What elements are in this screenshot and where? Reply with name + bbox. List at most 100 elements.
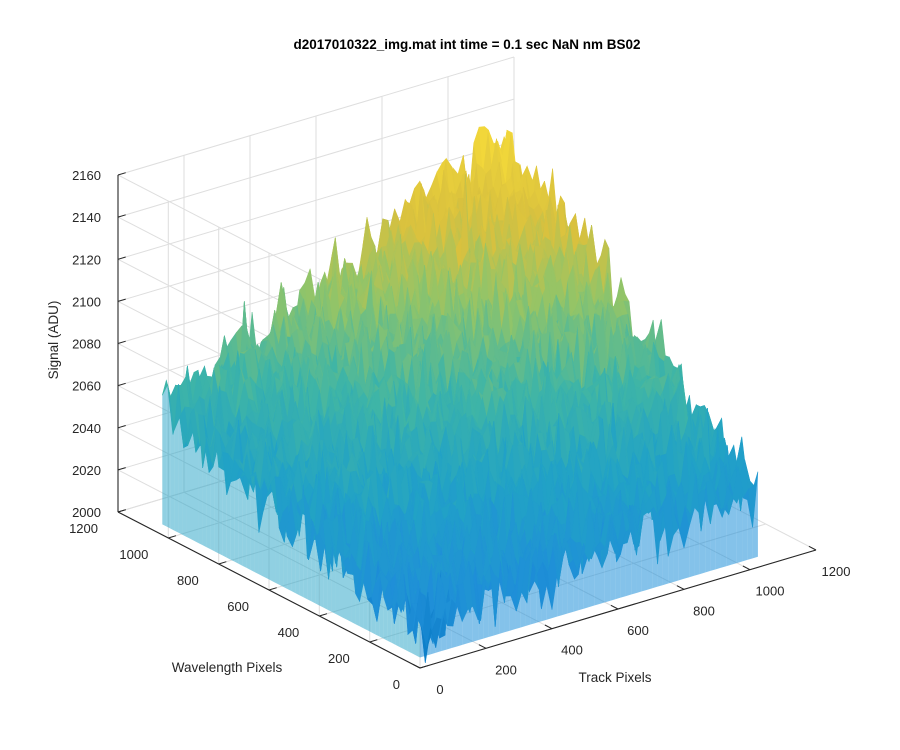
surface-skirt <box>678 527 684 581</box>
z-tick-mark <box>117 172 126 176</box>
surface-skirt <box>359 582 364 629</box>
surface-skirt <box>625 528 632 597</box>
z-tick-mark <box>117 298 126 302</box>
surface-skirt <box>182 428 187 537</box>
surface-skirt <box>166 380 171 529</box>
z-tick-label: 2080 <box>72 337 101 352</box>
z-tick-label: 2040 <box>72 421 101 436</box>
z-tick-mark <box>117 467 126 471</box>
surface-skirt <box>254 476 259 575</box>
surface-skirt <box>363 582 368 631</box>
surface-skirt <box>562 543 568 615</box>
y-tick-mark <box>168 535 177 539</box>
z-axis-label: Signal (ADU) <box>46 301 61 380</box>
surface-skirt <box>694 507 700 576</box>
surface-skirt <box>383 597 388 641</box>
surface-skirt <box>355 593 360 627</box>
surface-skirt <box>218 452 223 556</box>
x-tick-mark <box>412 663 421 669</box>
surface-skirt <box>226 481 231 560</box>
y-tick-label: 200 <box>328 651 350 666</box>
surface-skirt <box>467 606 473 644</box>
y-tick-mark <box>319 613 328 617</box>
z-tick-mark <box>117 340 126 344</box>
surface-skirt <box>499 579 505 634</box>
y-tick-mark <box>268 587 277 591</box>
z-tick-mark <box>117 256 126 260</box>
surface-skirt <box>684 526 690 579</box>
surface-skirt <box>266 483 272 581</box>
y-tick-label: 600 <box>227 599 249 614</box>
x-tick-label: 800 <box>693 603 715 618</box>
surface-skirt <box>343 562 348 621</box>
y-tick-label: 1200 <box>69 521 98 536</box>
x-tick-label: 0 <box>436 682 443 697</box>
x-tick-mark <box>742 565 751 571</box>
surface-skirt <box>162 380 167 527</box>
surface-skirt <box>222 452 227 558</box>
surface-skirt <box>720 504 727 568</box>
x-tick-label: 200 <box>495 662 517 677</box>
surface-skirt <box>652 509 658 589</box>
z-tick-mark <box>117 214 126 218</box>
x-tick-mark <box>478 644 487 649</box>
surface-patch <box>748 471 759 528</box>
surface-skirt <box>472 606 479 642</box>
surface-skirt <box>250 475 255 573</box>
z-tick-label: 2160 <box>72 168 101 183</box>
z-tick-mark <box>117 382 126 387</box>
surface-skirt <box>715 492 721 570</box>
surface-skirt <box>673 527 679 582</box>
surface-skirt <box>190 407 195 541</box>
x-axis-label: Track Pixels <box>578 670 651 685</box>
z-tick-label: 2140 <box>72 210 101 225</box>
surface-skirt <box>742 488 748 562</box>
y-tick-label: 0 <box>393 677 400 692</box>
z-tick-label: 2000 <box>72 505 101 520</box>
surface-skirt <box>387 605 392 643</box>
surface-skirt <box>588 542 595 608</box>
x-tick-mark <box>544 624 553 630</box>
y-tick-mark <box>218 561 227 565</box>
y-axis-label: Wavelength Pixels <box>172 660 283 675</box>
x-tick-label: 400 <box>561 643 583 658</box>
surface-skirt <box>752 471 758 559</box>
x-tick-mark <box>676 585 685 590</box>
z-tick-mark <box>117 509 126 513</box>
surface-skirt <box>541 585 547 622</box>
surface-skirt <box>631 528 637 595</box>
z-tick-label: 2120 <box>72 252 101 267</box>
surface-skirt <box>202 436 207 548</box>
gridline <box>117 56 515 176</box>
surface-skirt <box>747 499 753 560</box>
y-tick-mark <box>419 665 428 669</box>
z-tick-label: 2100 <box>72 294 101 309</box>
surface-plot <box>162 126 759 663</box>
surface-skirt <box>546 585 552 620</box>
surface-skirt <box>335 551 340 616</box>
z-tick-label: 2060 <box>72 379 101 394</box>
surface-skirt <box>689 507 695 578</box>
surface-skirt <box>647 509 653 590</box>
x-tick-label: 600 <box>627 623 649 638</box>
surface-skirt <box>731 494 737 565</box>
gridline <box>117 98 515 218</box>
x-tick-mark <box>808 545 817 551</box>
surface-skirt <box>483 575 489 639</box>
y-tick-label: 800 <box>177 573 199 588</box>
y-tick-label: 1000 <box>119 547 148 562</box>
surface-patch <box>579 217 590 246</box>
surface-skirt <box>198 414 203 546</box>
surface-skirt <box>271 476 276 583</box>
x-tick-label: 1200 <box>822 564 851 579</box>
chart-title: d2017010322_img.mat int time = 0.1 sec N… <box>293 37 640 52</box>
tick-labels: 0 200 400 600 800 1000 1200 0 200 400 600 800 1000 12… <box>69 168 850 697</box>
surface-skirt <box>234 459 239 564</box>
surface-skirt <box>641 512 648 592</box>
surface-skirt <box>230 459 235 562</box>
x-tick-label: 1000 <box>756 584 785 599</box>
z-tick-mark <box>117 425 126 429</box>
surface-skirt <box>262 496 267 579</box>
surface-skirt <box>668 535 674 584</box>
